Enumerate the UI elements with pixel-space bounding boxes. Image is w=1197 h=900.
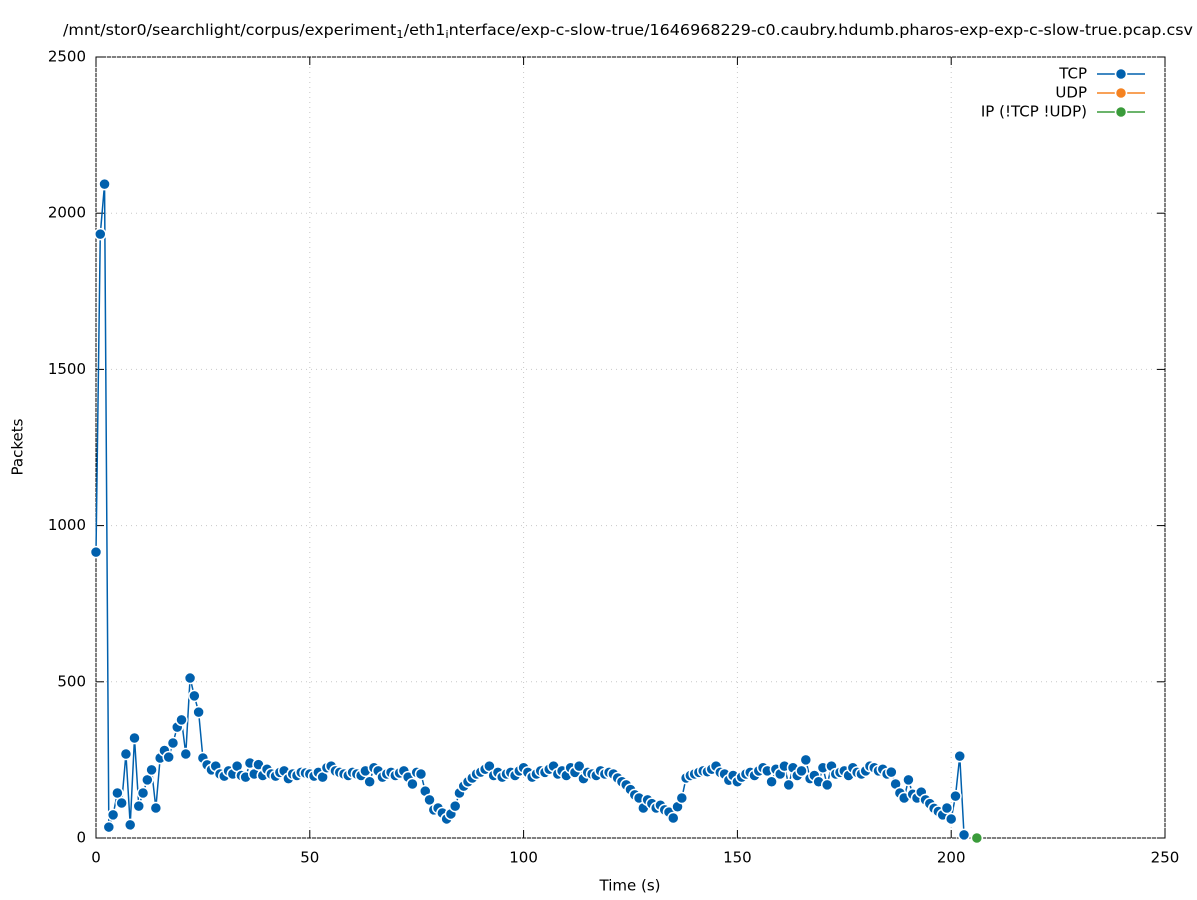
data-point — [953, 749, 967, 763]
data-point — [765, 775, 778, 789]
data-point — [363, 775, 376, 789]
x-tick-label: 150 — [723, 849, 752, 867]
data-point — [414, 767, 428, 781]
data-point — [970, 831, 984, 845]
y-tick-label: 0 — [76, 829, 86, 847]
data-point — [149, 801, 163, 815]
x-tick-label: 200 — [937, 849, 966, 867]
title-subscript: i — [445, 28, 448, 41]
legend-marker — [1114, 105, 1128, 119]
x-tick-label: 250 — [1151, 849, 1180, 867]
title-subscript: 1 — [396, 28, 403, 41]
x-tick-label: 100 — [509, 849, 538, 867]
data-point — [179, 747, 193, 761]
data-point — [89, 545, 103, 559]
data-point — [885, 765, 898, 779]
title-part: nterface/exp-c-slow-true/1646968229-c0.c… — [449, 21, 1193, 39]
data-point — [795, 764, 808, 778]
legend-marker — [1114, 67, 1128, 81]
data-point — [132, 799, 146, 813]
data-point — [162, 750, 175, 764]
data-point — [123, 818, 137, 832]
x-tick-label: 0 — [91, 849, 101, 867]
title-part: /mnt/stor0/searchlight/corpus/experiment — [63, 21, 396, 39]
legend-label: IP (!TCP !UDP) — [981, 103, 1087, 121]
data-point — [940, 801, 954, 815]
legend-label: UDP — [1055, 84, 1087, 102]
data-point — [448, 799, 462, 813]
data-point — [949, 789, 962, 803]
x-axis-label: Time (s) — [599, 877, 661, 895]
data-point — [106, 808, 120, 822]
y-tick-label: 2000 — [48, 204, 86, 222]
y-tick-label: 2500 — [48, 48, 86, 66]
data-point — [667, 811, 680, 825]
data-point — [102, 820, 116, 834]
data-point — [782, 778, 795, 792]
data-point — [188, 689, 201, 703]
data-point — [94, 227, 107, 241]
chart-title: /mnt/stor0/searchlight/corpus/experiment… — [63, 21, 1193, 42]
data-point — [166, 736, 180, 750]
y-tick-label: 1000 — [48, 516, 86, 534]
data-point — [98, 177, 111, 191]
plot-frame — [95, 56, 1166, 839]
y-tick-label: 1500 — [48, 360, 86, 378]
x-tick-label: 50 — [300, 849, 319, 867]
legend-label: TCP — [1058, 65, 1087, 83]
data-point — [820, 778, 834, 792]
data-point — [957, 828, 971, 842]
data-point — [944, 812, 958, 826]
y-tick-label: 500 — [57, 672, 86, 690]
legend-marker — [1114, 86, 1128, 100]
data-point — [192, 705, 205, 719]
data-point — [572, 759, 586, 773]
data-point — [406, 777, 419, 791]
data-point — [115, 796, 128, 810]
data-point — [902, 773, 915, 787]
data-point — [136, 786, 150, 800]
data-point — [799, 753, 813, 767]
data-point — [183, 671, 197, 685]
data-point — [675, 791, 689, 805]
data-point — [145, 763, 158, 777]
y-axis-label: Packets — [9, 418, 27, 475]
series-line — [95, 184, 965, 835]
data-point — [175, 713, 188, 727]
data-point — [128, 731, 141, 745]
data-point — [119, 747, 133, 761]
title-part: /eth1 — [404, 21, 446, 39]
